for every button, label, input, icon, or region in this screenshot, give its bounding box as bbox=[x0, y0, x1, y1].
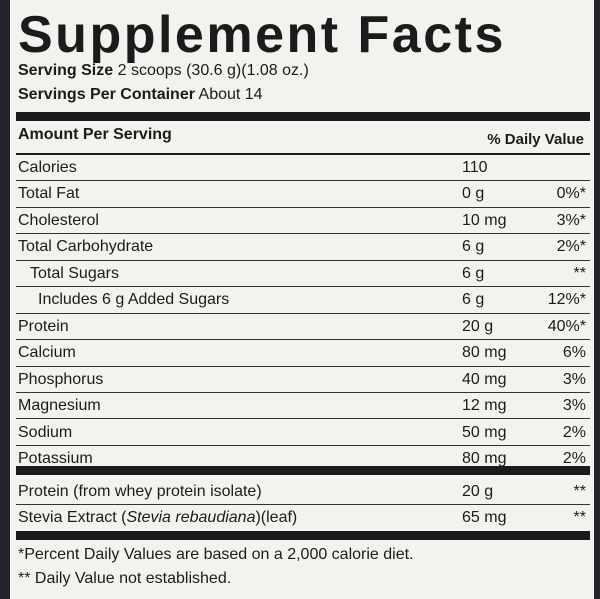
row: Total Carbohydrate 6 g 2%* bbox=[16, 234, 590, 261]
daily-value: 2%* bbox=[556, 238, 586, 256]
nutrient-name: Stevia Extract (Stevia rebaudiana)(leaf) bbox=[18, 509, 297, 527]
nutrient-name: Phosphorus bbox=[18, 370, 104, 388]
nutrient-name: Total Carbohydrate bbox=[18, 238, 154, 256]
name-part: Stevia Extract ( bbox=[18, 509, 127, 527]
title: Supplement Facts bbox=[18, 6, 506, 64]
row: Cholesterol 10 mg 3%* bbox=[16, 208, 590, 235]
daily-value: 2% bbox=[562, 449, 586, 467]
row: Protein 20 g 40%* bbox=[16, 314, 590, 341]
daily-value: ** bbox=[573, 483, 586, 500]
nutrient-name: Includes 6 g Added Sugars bbox=[38, 291, 230, 309]
row: Calcium 80 mg 6% bbox=[16, 340, 590, 367]
daily-value: 3% bbox=[562, 397, 586, 415]
footnote: *Percent Daily Values are based on a 2,0… bbox=[18, 546, 414, 563]
amount: 10 mg bbox=[462, 211, 507, 229]
amount: 0 g bbox=[462, 185, 485, 203]
amount: 50 mg bbox=[462, 423, 507, 441]
name-part: )(leaf) bbox=[255, 509, 298, 527]
amount: 40 mg bbox=[462, 370, 507, 388]
thick-rule bbox=[16, 466, 590, 475]
nutrient-name: Total Fat bbox=[18, 185, 80, 203]
footnote: ** Daily Value not established. bbox=[18, 570, 232, 587]
name-part: Stevia rebaudiana bbox=[126, 509, 256, 527]
daily-value: 3%* bbox=[556, 211, 586, 229]
daily-value: 40%* bbox=[547, 317, 586, 335]
label-panel: Supplement Facts Serving Size 2 scoops (… bbox=[10, 0, 594, 599]
row: Total Sugars 6 g ** bbox=[16, 261, 590, 288]
nutrient-name: Potassium bbox=[18, 449, 93, 467]
servings-value: About 14 bbox=[198, 86, 263, 103]
nutrient-name: Cholesterol bbox=[18, 211, 99, 229]
servings-per-container: Servings Per Container About 14 bbox=[18, 86, 263, 104]
nutrient-name: Sodium bbox=[18, 423, 73, 441]
row: Calories 110 bbox=[16, 155, 590, 182]
daily-value: 12%* bbox=[547, 291, 586, 309]
nutrient-name: Magnesium bbox=[18, 397, 101, 415]
nutrient-name: Total Sugars bbox=[30, 264, 119, 282]
amount: 6 g bbox=[462, 291, 485, 309]
thick-rule bbox=[16, 531, 590, 540]
row: Stevia Extract (Stevia rebaudiana)(leaf)… bbox=[16, 505, 590, 532]
amount: 110 bbox=[462, 159, 488, 176]
serving-size-label: Serving Size bbox=[18, 62, 114, 79]
daily-value: 2% bbox=[562, 423, 586, 441]
daily-value: 3% bbox=[562, 370, 586, 388]
row: Sodium 50 mg 2% bbox=[16, 420, 590, 446]
nutrient-name: Calcium bbox=[18, 344, 76, 362]
rule bbox=[16, 153, 590, 155]
row: Includes 6 g Added Sugars 6 g 12%* bbox=[16, 287, 590, 314]
header-amount: Amount Per Serving bbox=[18, 126, 172, 143]
daily-value: 0%* bbox=[556, 185, 586, 203]
daily-value: ** bbox=[573, 509, 586, 527]
amount: 65 mg bbox=[462, 509, 507, 527]
serving-size: Serving Size 2 scoops (30.6 g)(1.08 oz.) bbox=[18, 62, 309, 80]
amount: 12 mg bbox=[462, 397, 507, 415]
amount: 6 g bbox=[462, 264, 485, 282]
daily-value: ** bbox=[573, 264, 586, 282]
header-daily-value: % Daily Value bbox=[487, 131, 584, 148]
amount: 20 g bbox=[462, 317, 494, 335]
nutrient-name: Calories bbox=[18, 159, 77, 176]
row: Magnesium 12 mg 3% bbox=[16, 393, 590, 420]
nutrient-name: Protein (from whey protein isolate) bbox=[18, 483, 262, 500]
row: Protein (from whey protein isolate) 20 g *… bbox=[16, 479, 590, 506]
amount: 20 g bbox=[462, 483, 494, 500]
nutrient-name: Protein bbox=[18, 317, 69, 335]
servings-label: Servings Per Container bbox=[18, 86, 195, 103]
serving-size-value: 2 scoops (30.6 g)(1.08 oz.) bbox=[117, 62, 309, 79]
daily-value: 6% bbox=[562, 344, 586, 362]
row: Total Fat 0 g 0%* bbox=[16, 181, 590, 208]
amount: 6 g bbox=[462, 238, 485, 256]
amount: 80 mg bbox=[462, 449, 507, 467]
thick-rule bbox=[16, 112, 590, 121]
row: Phosphorus 40 mg 3% bbox=[16, 367, 590, 394]
amount: 80 mg bbox=[462, 344, 507, 362]
